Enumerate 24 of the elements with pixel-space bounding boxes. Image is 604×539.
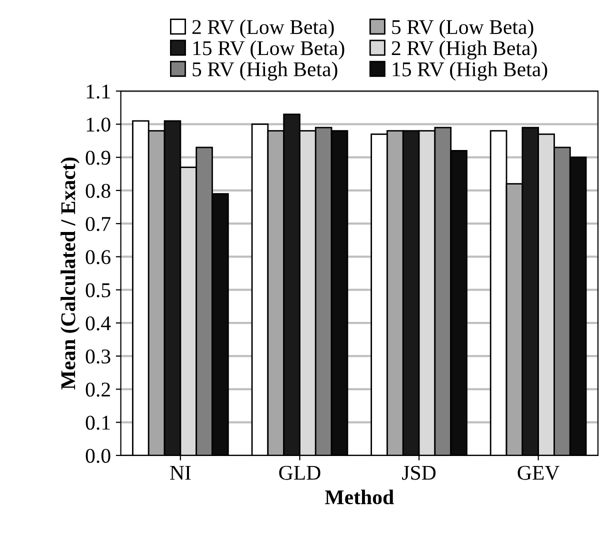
y-tick-label: 0.0: [86, 448, 110, 463]
legend-label: 15 RV (Low Beta): [193, 40, 344, 60]
x-tick-label: GLD: [279, 466, 320, 480]
y-tick-label: 0.9: [86, 150, 110, 165]
y-tick-label: 0.3: [86, 349, 110, 364]
x-tick-label: JSD: [402, 466, 436, 480]
x-tick-label: GEV: [518, 466, 560, 480]
x-axis-title: Method: [325, 490, 394, 504]
y-tick-label: 0.1: [86, 416, 110, 430]
legend-label: 5 RV (High Beta): [192, 62, 338, 81]
x-tick-label: NI: [170, 466, 191, 480]
y-tick-label: 0.6: [86, 250, 110, 264]
y-tick-label: 0.4: [86, 316, 111, 330]
legend-label: 2 RV (High Beta): [392, 40, 537, 60]
y-axis-title: Mean (Calculated / Exact): [60, 158, 80, 390]
y-tick-label: 0.5: [86, 283, 110, 298]
y-tick-label: 1.1: [86, 84, 110, 99]
y-tick-label: 0.8: [86, 184, 110, 198]
y-tick-label: 0.2: [86, 382, 110, 397]
legend-label: 5 RV (Low Beta): [392, 19, 534, 38]
legend-label: 15 RV (High Beta): [392, 62, 548, 81]
y-tick-label: 1.0: [86, 118, 110, 132]
y-tick-label: 0.7: [86, 216, 110, 232]
legend-label: 2 RV (Low Beta): [192, 19, 334, 38]
